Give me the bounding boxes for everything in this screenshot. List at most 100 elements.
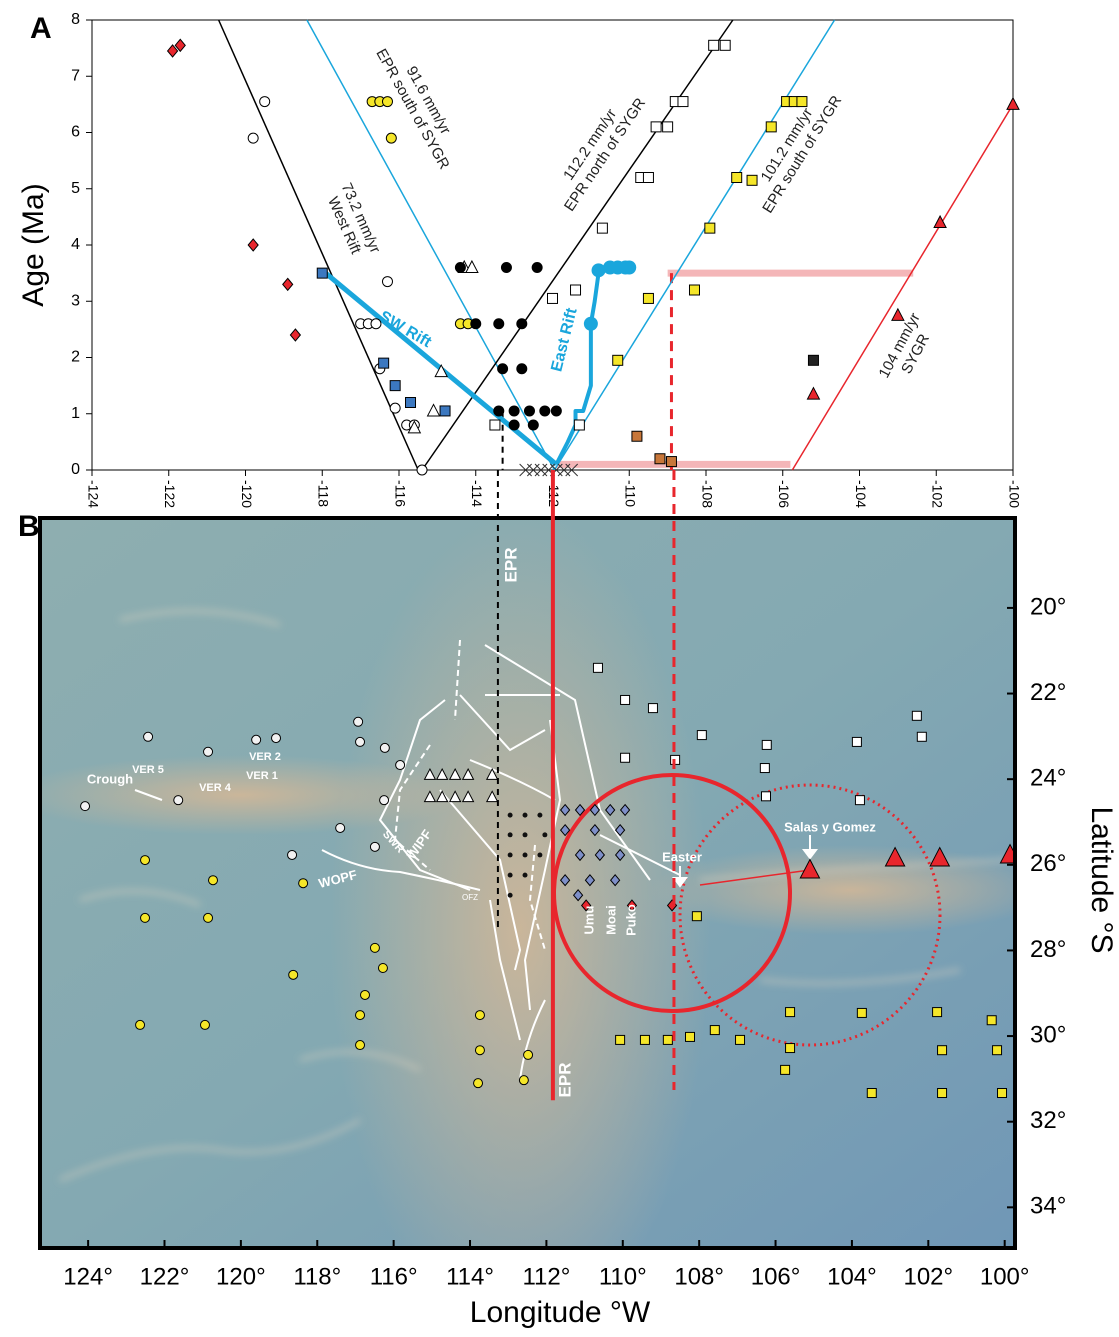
map-label: Umu — [581, 905, 596, 934]
point — [517, 319, 527, 329]
point — [524, 1050, 533, 1059]
point — [621, 753, 630, 762]
point — [584, 317, 598, 331]
plot-frame — [92, 20, 1013, 470]
x-tick-label: -120 — [239, 480, 255, 508]
map-label: EPR — [555, 1063, 574, 1098]
point — [692, 912, 701, 921]
point — [204, 913, 213, 922]
x-tick-label: 110° — [599, 1263, 647, 1290]
x-tick-label: 116° — [370, 1263, 418, 1290]
point — [938, 1089, 947, 1098]
point — [428, 404, 440, 416]
x-tick-label: 124° — [63, 1263, 113, 1290]
x-tick-label: -106 — [776, 480, 792, 508]
point — [912, 711, 921, 720]
point — [371, 319, 381, 329]
point — [678, 97, 688, 107]
point — [852, 737, 861, 746]
page: A B Age (Ma) Longitude °W Latitude °S — [0, 0, 1119, 1337]
point — [136, 1020, 145, 1029]
map-label: Puko — [623, 904, 638, 936]
point — [593, 663, 602, 672]
point — [317, 268, 327, 278]
point — [542, 832, 547, 837]
point — [709, 40, 719, 50]
x-tick-label: -116 — [392, 480, 408, 507]
point — [336, 823, 345, 832]
x-tick-label: 102° — [903, 1263, 953, 1290]
point — [1007, 98, 1019, 110]
line-label: 104 mm/yrSYGR — [875, 310, 939, 389]
point — [508, 813, 513, 818]
point — [807, 388, 819, 400]
point — [248, 239, 258, 251]
y-tick-label: 0 — [71, 461, 80, 478]
point — [406, 398, 416, 408]
point — [808, 355, 818, 365]
x-axis-label: Longitude °W — [470, 1296, 651, 1329]
x-tick-label: -114 — [469, 480, 485, 507]
epr-ridge — [330, 510, 710, 1337]
point — [501, 263, 511, 273]
x-tick-label: -104 — [853, 480, 869, 508]
line-label: 112.2 mm/yrEPR north of SYGR — [546, 85, 649, 215]
point — [523, 832, 528, 837]
point — [382, 277, 392, 287]
panel-label: B — [18, 510, 40, 543]
point — [574, 420, 584, 430]
point — [855, 796, 864, 805]
x-tick-label: -122 — [162, 480, 178, 508]
point — [356, 1041, 365, 1050]
line — [556, 268, 629, 465]
point — [998, 1089, 1007, 1098]
map-label: Salas y Gomez — [784, 819, 876, 834]
y-tick-label: 3 — [71, 292, 80, 309]
point — [736, 1035, 745, 1044]
point — [523, 852, 528, 857]
point — [786, 1044, 795, 1053]
point — [551, 406, 561, 416]
point — [786, 1008, 795, 1017]
x-tick-label: -118 — [316, 480, 332, 507]
point — [417, 465, 427, 475]
y-tick-label: 5 — [71, 180, 80, 197]
point — [857, 1008, 866, 1017]
map-label: Crough — [87, 771, 133, 786]
point — [697, 731, 706, 740]
y-tick-label: 7 — [71, 67, 80, 84]
point — [663, 1035, 672, 1044]
point — [455, 263, 465, 273]
point — [299, 879, 308, 888]
x-tick-label: -102 — [930, 480, 946, 508]
point — [498, 364, 508, 374]
point — [622, 261, 636, 275]
point — [272, 734, 281, 743]
point — [382, 97, 392, 107]
point — [260, 97, 270, 107]
point — [471, 319, 481, 329]
point — [509, 406, 519, 416]
x-tick-label: -124 — [85, 480, 101, 508]
figure: A B Age (Ma) Longitude °W Latitude °S — [0, 0, 1119, 1337]
x-tick-label: -110 — [623, 480, 639, 507]
point — [475, 1046, 484, 1055]
x-tick-label: 104° — [827, 1263, 877, 1290]
point — [490, 420, 500, 430]
map-label: Moai — [603, 905, 618, 935]
point — [747, 175, 757, 185]
y-axis-label: Latitude °S — [1085, 806, 1118, 953]
point — [613, 355, 623, 365]
x-tick-label: 108° — [674, 1263, 724, 1290]
point — [917, 732, 926, 741]
point — [548, 293, 558, 303]
point — [519, 1076, 528, 1085]
y-tick-label: 4 — [71, 236, 80, 253]
y-tick-label: 24° — [1030, 765, 1066, 792]
y-tick-label: 20° — [1030, 593, 1066, 620]
point — [508, 852, 513, 857]
y-tick-label: 22° — [1030, 679, 1066, 706]
point — [141, 913, 150, 922]
point — [370, 943, 379, 952]
